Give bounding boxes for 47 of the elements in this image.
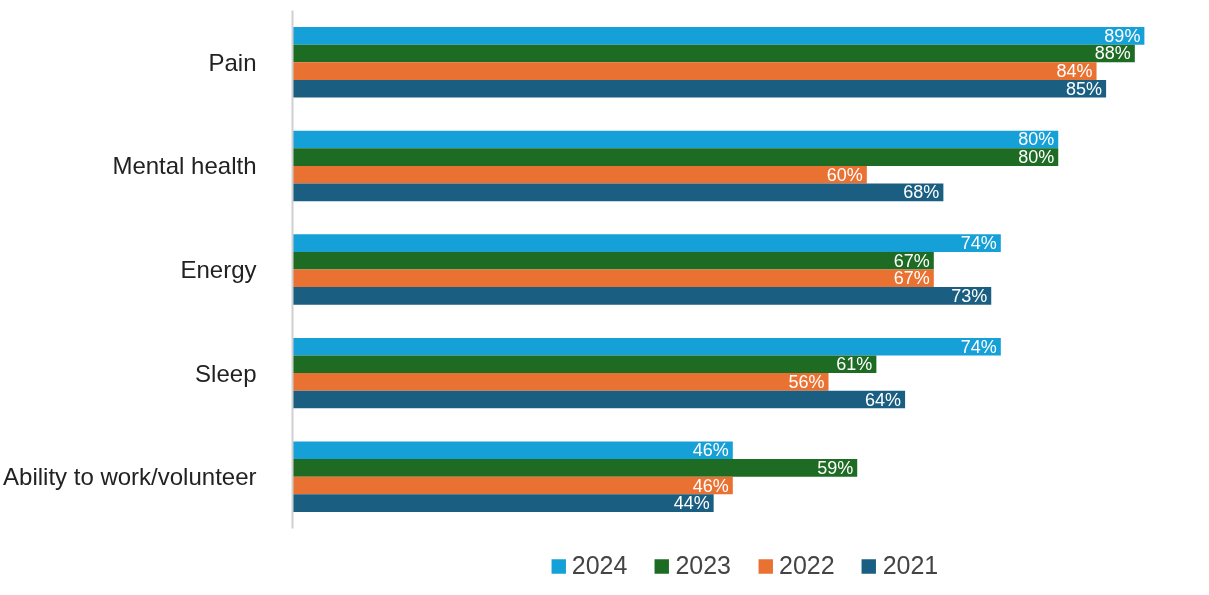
legend-label: 2024 bbox=[571, 551, 628, 580]
data-label: 89% bbox=[1104, 25, 1141, 46]
data-label: 88% bbox=[1094, 43, 1131, 64]
y-tick-label: Mental health bbox=[112, 152, 257, 180]
bar bbox=[292, 494, 714, 512]
y-tick-label: Energy bbox=[180, 256, 257, 284]
legend-label: 2023 bbox=[675, 551, 731, 580]
data-label: 80% bbox=[1018, 129, 1055, 150]
y-tick-label: Sleep bbox=[195, 359, 257, 387]
data-label: 80% bbox=[1018, 147, 1055, 168]
y-tick-label: Ability to work/volunteer bbox=[3, 463, 257, 491]
data-label: 46% bbox=[692, 440, 729, 461]
data-label: 68% bbox=[903, 182, 940, 203]
bar bbox=[292, 373, 829, 391]
bar bbox=[292, 476, 733, 495]
bar bbox=[292, 79, 1107, 98]
bar bbox=[292, 337, 1001, 356]
data-label: 74% bbox=[960, 233, 997, 254]
data-label: 61% bbox=[836, 354, 873, 375]
data-label: 74% bbox=[960, 336, 997, 357]
data-label: 59% bbox=[817, 457, 854, 478]
bar bbox=[292, 234, 1001, 252]
legend-label: 2021 bbox=[882, 551, 939, 580]
data-label: 46% bbox=[692, 475, 729, 496]
bar bbox=[292, 441, 733, 460]
bar bbox=[292, 287, 992, 305]
y-tick-label: Pain bbox=[208, 48, 257, 76]
data-label: 73% bbox=[951, 285, 988, 306]
data-label: 67% bbox=[893, 268, 930, 289]
bar bbox=[292, 269, 934, 288]
bar bbox=[292, 251, 934, 270]
bar bbox=[292, 183, 944, 202]
bar bbox=[292, 355, 877, 374]
bar bbox=[292, 148, 1059, 166]
legend-label: 2022 bbox=[779, 551, 835, 580]
data-label: 56% bbox=[788, 371, 825, 392]
bar bbox=[292, 459, 858, 477]
data-label: 44% bbox=[673, 493, 710, 514]
data-label: 67% bbox=[893, 250, 930, 271]
bar bbox=[292, 27, 1145, 45]
bar bbox=[292, 44, 1135, 63]
data-label: 64% bbox=[865, 389, 902, 410]
bar bbox=[292, 62, 1097, 80]
data-label: 60% bbox=[826, 164, 863, 185]
bar bbox=[292, 390, 906, 409]
bar bbox=[292, 165, 867, 184]
bar bbox=[292, 130, 1059, 149]
